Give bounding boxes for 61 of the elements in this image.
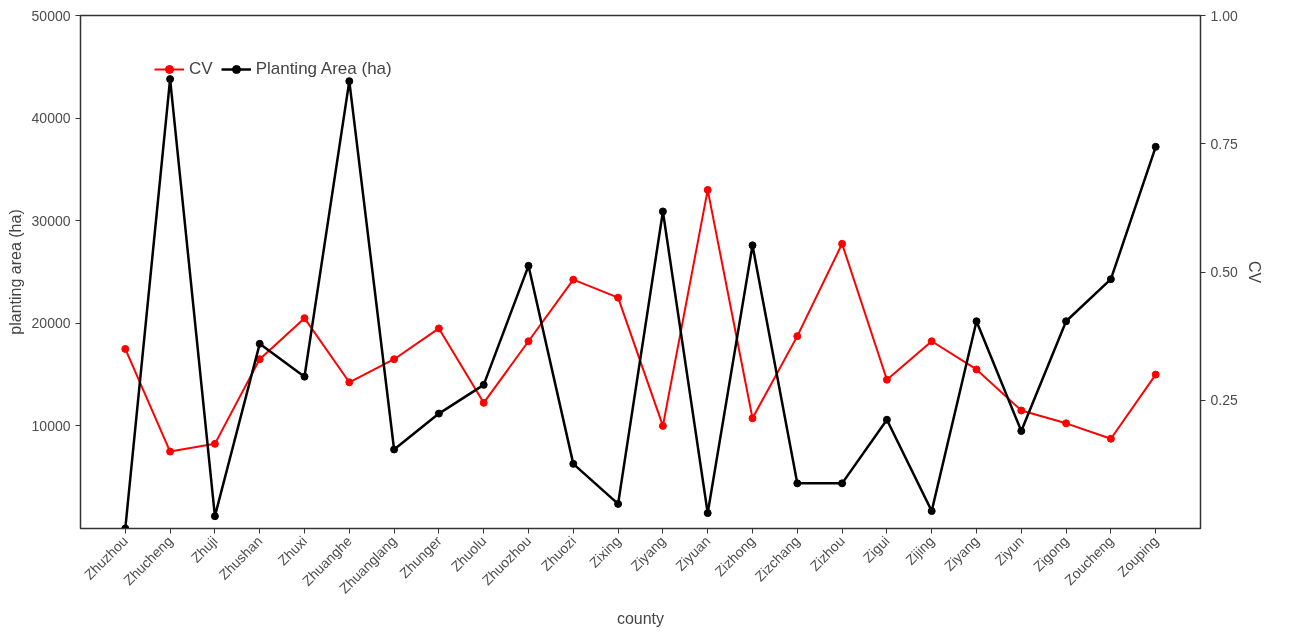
point [614, 293, 623, 302]
point [1062, 317, 1071, 326]
point [658, 421, 667, 430]
point [434, 409, 443, 418]
point [793, 479, 802, 488]
point [300, 314, 309, 323]
y2-tick-label: 0.75 [1210, 135, 1238, 152]
point [434, 324, 443, 333]
point [255, 355, 264, 364]
point [703, 509, 712, 518]
point [748, 414, 757, 423]
point [524, 337, 533, 346]
point [1062, 419, 1071, 428]
point [479, 398, 488, 407]
point [1151, 142, 1160, 151]
point [345, 378, 354, 387]
y-tick-label: 30000 [31, 212, 71, 229]
y-tick-label: 40000 [31, 110, 71, 127]
point [569, 459, 578, 468]
point [479, 380, 488, 389]
y2-tick-label: 0.25 [1210, 392, 1238, 409]
point [882, 375, 891, 384]
point [569, 275, 578, 284]
point [1017, 406, 1026, 415]
point [703, 185, 712, 194]
point [121, 344, 130, 353]
point [882, 415, 891, 424]
point [390, 445, 399, 454]
point [1106, 275, 1115, 284]
point [972, 365, 981, 374]
point [166, 447, 175, 456]
point [972, 317, 981, 326]
point [255, 339, 264, 348]
y-tick-label: 50000 [31, 7, 71, 24]
point [1151, 370, 1160, 379]
legend-label: Planting Area (ha) [255, 59, 392, 79]
legend-label: CV [189, 59, 213, 79]
point [838, 239, 847, 248]
point [658, 207, 667, 216]
y-axis-title: planting area (ha) [6, 209, 24, 335]
point [390, 355, 399, 364]
point [1106, 434, 1115, 443]
point [524, 261, 533, 270]
point [748, 241, 757, 250]
point [210, 439, 219, 448]
y2-axis-title: CV [1245, 260, 1263, 284]
x-axis-title: county [616, 610, 665, 628]
point [345, 77, 354, 86]
y-tick-label: 10000 [31, 417, 71, 434]
point [793, 332, 802, 341]
point [927, 507, 936, 516]
point [210, 512, 219, 521]
point [1017, 427, 1026, 436]
y2-tick-label: 1.00 [1210, 7, 1238, 24]
y-tick-label: 20000 [31, 315, 71, 332]
point [614, 499, 623, 508]
point [300, 372, 309, 381]
point [927, 337, 936, 346]
y2-tick-label: 0.50 [1210, 264, 1238, 280]
point [838, 479, 847, 488]
point [166, 75, 175, 84]
